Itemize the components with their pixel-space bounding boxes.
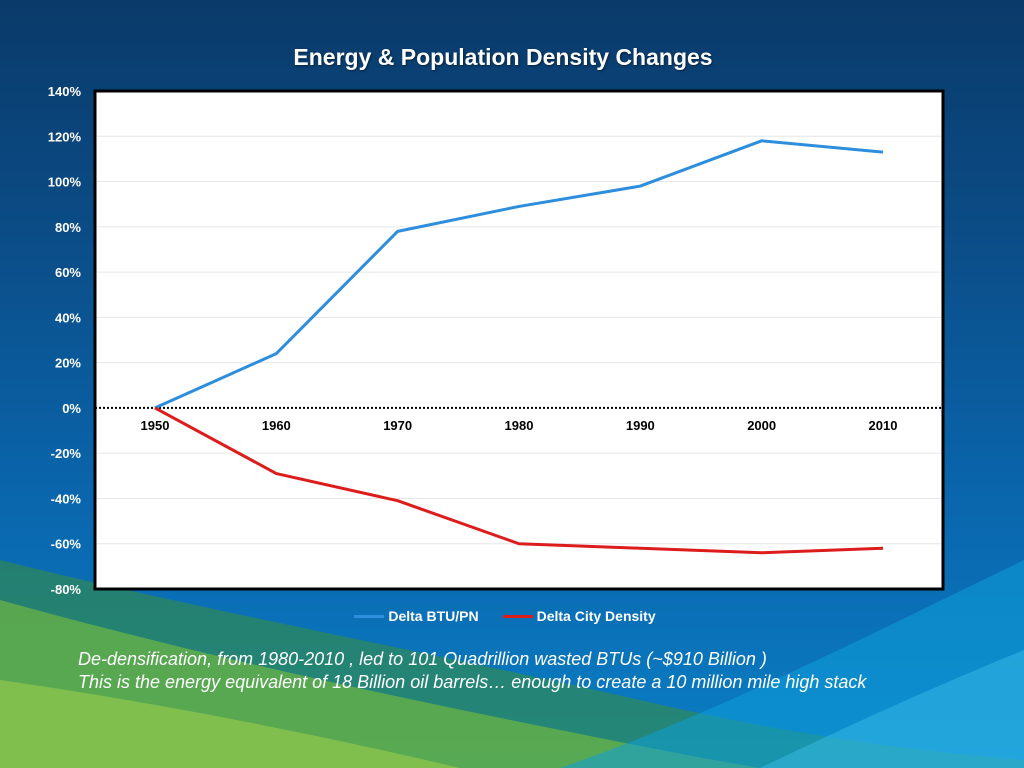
y-tick-label: 0% — [62, 401, 81, 416]
caption: De-densification, from 1980-2010 , led t… — [78, 648, 1008, 694]
y-tick-label: -20% — [51, 446, 82, 461]
legend-swatch-series-1 — [354, 614, 385, 618]
y-tick-label: 80% — [55, 220, 81, 235]
legend-item-series-2: Delta City Density — [502, 608, 656, 624]
y-tick-label: 100% — [48, 175, 82, 190]
y-tick-label: 20% — [55, 356, 81, 371]
y-tick-label: 120% — [48, 129, 82, 144]
caption-line-2: This is the energy equivalent of 18 Bill… — [78, 672, 867, 692]
plot-area — [93, 89, 945, 591]
legend-item-series-1: Delta BTU/PN — [354, 608, 479, 624]
y-tick-label: 60% — [55, 265, 81, 280]
series-line-2 — [154, 406, 884, 555]
legend: Delta BTU/PN Delta City Density — [0, 608, 1010, 624]
y-tick-label: -40% — [51, 491, 82, 506]
x-tick-label: 1960 — [262, 418, 291, 433]
x-tick-label: 1950 — [141, 418, 170, 433]
x-tick-label: 1990 — [626, 418, 655, 433]
y-tick-label: -80% — [51, 582, 82, 597]
y-tick-label: 140% — [48, 84, 82, 99]
legend-swatch-series-2 — [502, 614, 533, 618]
series-line-1 — [154, 139, 884, 410]
x-tick-label: 1970 — [383, 418, 412, 433]
legend-label-series-1: Delta BTU/PN — [388, 608, 479, 624]
caption-line-1: De-densification, from 1980-2010 , led t… — [78, 649, 767, 669]
chart-title: Energy & Population Density Changes — [293, 44, 713, 70]
legend-label-series-2: Delta City Density — [536, 608, 656, 624]
y-tick-label: -60% — [51, 537, 82, 552]
y-tick-label: 40% — [55, 310, 81, 325]
x-tick-label: 2000 — [747, 418, 776, 433]
x-tick-label: 1980 — [505, 418, 534, 433]
x-tick-label: 2010 — [869, 418, 898, 433]
